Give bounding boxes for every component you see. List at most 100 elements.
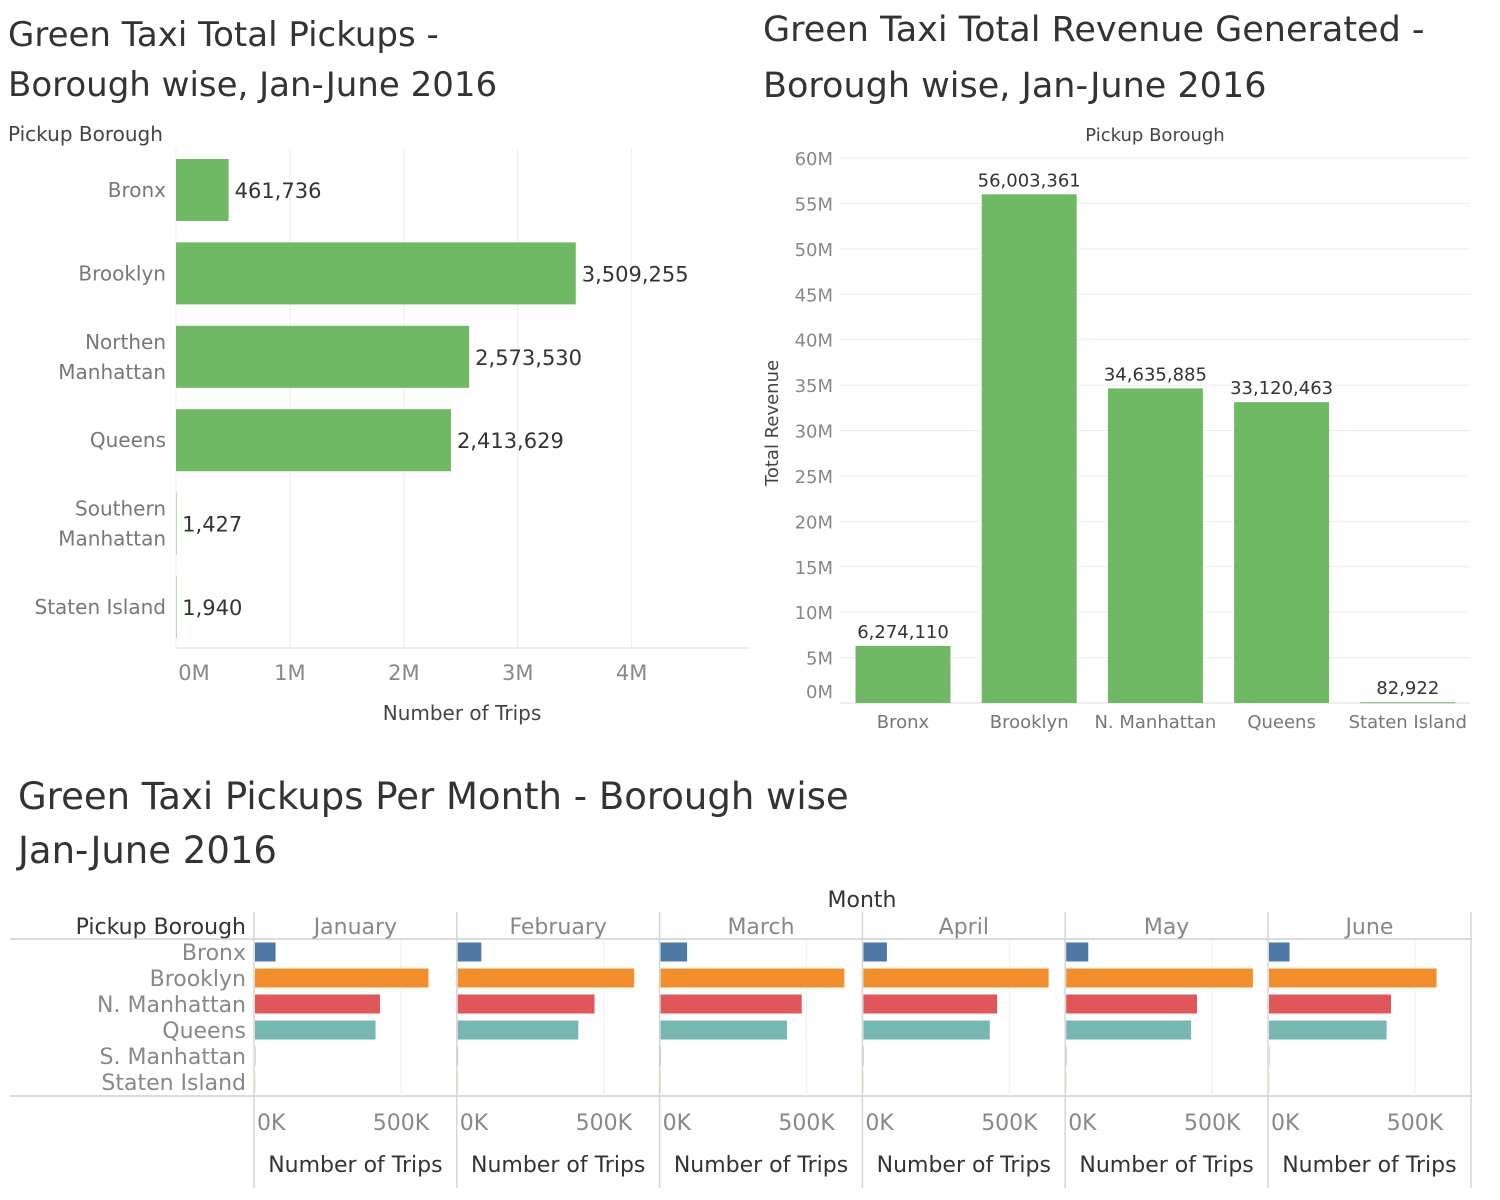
pickups-value-label: 461,736 — [235, 179, 322, 203]
revenue-category-label: N. Manhattan — [1094, 712, 1216, 733]
monthly-bar — [1066, 968, 1253, 988]
monthly-x-tick: 0K — [663, 1111, 692, 1136]
revenue-category-label: Bronx — [877, 712, 930, 733]
monthly-bar — [660, 994, 802, 1014]
monthly-bar — [255, 994, 380, 1014]
monthly-month-label: June — [1343, 915, 1393, 940]
pickups-x-tick: 0M — [178, 661, 209, 685]
monthly-x-tick: 0K — [257, 1111, 286, 1136]
monthly-category-label: N. Manhattan — [97, 993, 246, 1018]
monthly-column-header: Month — [828, 888, 897, 913]
monthly-x-axis-label: Number of Trips — [471, 1153, 645, 1178]
revenue-y-axis-label: Total Revenue — [762, 360, 783, 487]
monthly-x-tick: 500K — [373, 1111, 430, 1136]
pickups-x-tick: 3M — [502, 661, 533, 685]
monthly-bar — [255, 942, 276, 962]
monthly-x-tick: 0K — [865, 1111, 894, 1136]
pickups-category-label: Brooklyn — [78, 261, 166, 285]
revenue-value-label: 34,635,885 — [1104, 364, 1207, 385]
revenue-chart-title: Green Taxi Total Revenue Generated - Bor… — [763, 10, 1425, 106]
revenue-bar — [855, 646, 951, 703]
pickups-category-label: Staten Island — [35, 595, 166, 619]
monthly-bar — [863, 1020, 990, 1040]
revenue-value-label: 82,922 — [1376, 678, 1439, 699]
monthly-x-tick: 500K — [778, 1111, 835, 1136]
monthly-bar — [660, 1020, 788, 1040]
pickups-row-header: Pickup Borough — [8, 122, 163, 146]
monthly-x-tick: 500K — [1184, 1111, 1241, 1136]
monthly-month-label: April — [939, 915, 989, 940]
pickups-bar — [176, 576, 177, 638]
monthly-x-tick: 0K — [1068, 1111, 1097, 1136]
monthly-category-label: Staten Island — [101, 1071, 246, 1096]
monthly-x-axis-label: Number of Trips — [674, 1153, 848, 1178]
pickups-x-tick: 2M — [388, 661, 419, 685]
revenue-category-label: Queens — [1247, 712, 1316, 733]
monthly-row-header: Pickup Borough — [76, 915, 246, 940]
monthly-bar — [457, 1020, 579, 1040]
pickups-bar — [176, 325, 470, 388]
revenue-category-label: Staten Island — [1349, 712, 1467, 733]
pickups-category-label: Bronx — [108, 178, 166, 202]
monthly-bar — [1066, 1020, 1192, 1040]
revenue-y-tick: 10M — [795, 603, 833, 624]
monthly-chart-title: Green Taxi Pickups Per Month - Borough w… — [18, 775, 849, 872]
revenue-y-tick: 0M — [806, 682, 833, 703]
monthly-x-tick: 0K — [460, 1111, 489, 1136]
monthly-bar — [255, 968, 429, 988]
pickups-value-label: 1,427 — [182, 513, 242, 537]
monthly-bar — [863, 942, 887, 962]
revenue-y-tick: 55M — [795, 194, 833, 215]
monthly-bar — [1269, 994, 1392, 1014]
revenue-y-tick: 20M — [795, 512, 833, 533]
monthly-bar — [660, 942, 688, 962]
monthly-bar — [457, 942, 482, 962]
pickups-x-axis-label: Number of Trips — [383, 701, 542, 725]
monthly-bar — [457, 994, 595, 1014]
monthly-x-axis-label: Number of Trips — [268, 1153, 442, 1178]
monthly-x-tick: 500K — [576, 1111, 633, 1136]
pickups-category-label: Queens — [90, 428, 166, 452]
monthly-month-label: January — [312, 915, 397, 940]
pickups-category-label: Manhattan — [58, 527, 166, 551]
revenue-y-tick: 30M — [795, 422, 833, 443]
revenue-y-tick: 35M — [795, 376, 833, 397]
monthly-bar — [1066, 994, 1198, 1014]
pickups-x-tick: 1M — [274, 661, 305, 685]
monthly-category-label: Bronx — [182, 941, 246, 966]
pickups-value-label: 1,940 — [182, 596, 242, 620]
pickups-value-label: 2,413,629 — [457, 429, 564, 453]
monthly-bar — [1066, 942, 1089, 962]
pickups-category-label: Manhattan — [58, 360, 166, 384]
revenue-y-tick: 60M — [795, 149, 833, 170]
monthly-category-label: Queens — [162, 1019, 246, 1044]
revenue-bar — [1107, 388, 1203, 703]
revenue-y-tick: 40M — [795, 331, 833, 352]
pickups-chart-title: Green Taxi Total Pickups - Borough wise,… — [8, 15, 498, 105]
revenue-bar — [1234, 402, 1330, 703]
revenue-y-tick: 25M — [795, 467, 833, 488]
monthly-bar — [1269, 942, 1290, 962]
monthly-bar — [1269, 968, 1437, 988]
pickups-bar — [176, 492, 177, 555]
monthly-x-tick: 500K — [981, 1111, 1038, 1136]
monthly-bar — [457, 968, 635, 988]
revenue-y-tick: 45M — [795, 285, 833, 306]
revenue-value-label: 6,274,110 — [857, 622, 949, 643]
monthly-x-tick: 0K — [1271, 1111, 1300, 1136]
pickups-x-tick: 4M — [616, 661, 647, 685]
monthly-bar — [863, 994, 998, 1014]
monthly-bar — [255, 1020, 376, 1040]
revenue-y-tick: 50M — [795, 240, 833, 261]
revenue-value-label: 56,003,361 — [978, 170, 1081, 191]
monthly-month-label: March — [727, 915, 794, 940]
monthly-x-axis-label: Number of Trips — [1079, 1153, 1253, 1178]
pickups-value-label: 2,573,530 — [475, 346, 582, 370]
revenue-value-label: 33,120,463 — [1230, 378, 1333, 399]
pickups-bar — [176, 159, 229, 221]
pickups-category-label: Northen — [85, 330, 166, 354]
revenue-column-header: Pickup Borough — [1085, 125, 1224, 146]
monthly-bar — [660, 968, 845, 988]
revenue-y-tick: 15M — [795, 558, 833, 579]
